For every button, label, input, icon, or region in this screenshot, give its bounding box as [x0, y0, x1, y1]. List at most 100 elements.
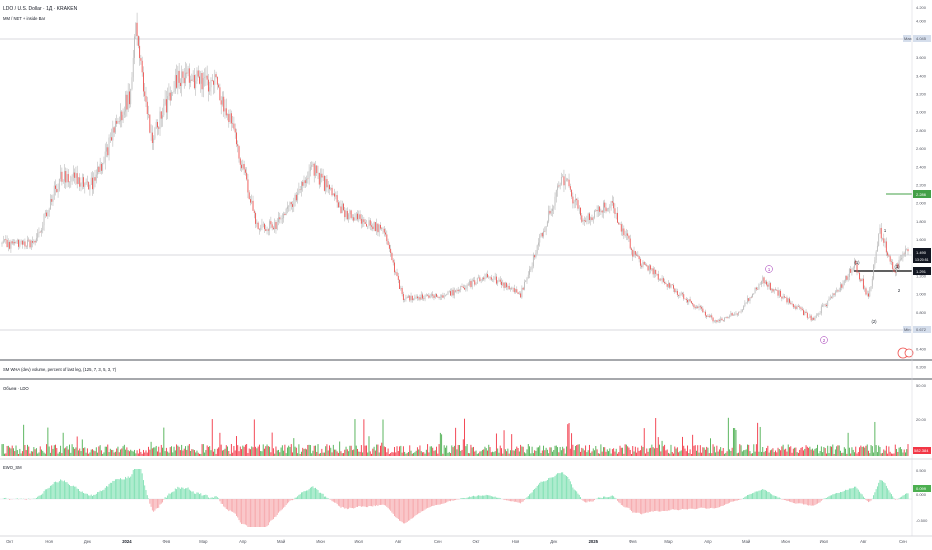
oscillator-bar: [186, 488, 188, 499]
volume-bar: [220, 444, 222, 456]
volume-bar: [876, 452, 878, 456]
oscillator-bar: [406, 499, 408, 523]
candle-body: [746, 298, 748, 303]
candle-body: [580, 207, 581, 216]
oscillator-bar: [402, 499, 404, 524]
candle-body: [847, 277, 849, 280]
volume-bar: [645, 453, 646, 456]
candle-body: [461, 286, 463, 287]
volume-bar: [776, 452, 778, 456]
time-axis[interactable]: Окт Ноя Дек 2024 Фев Мар Апр Май Июн Июл Авг Сен Окт…: [6, 539, 907, 544]
oscillator-bar: [559, 473, 561, 499]
volume-bar: [548, 453, 550, 456]
tradingview-logo-icon[interactable]: [897, 347, 914, 359]
max-value: 4.045: [916, 36, 927, 41]
candle-body: [422, 294, 423, 299]
volume-bar: [391, 451, 393, 456]
oscillator-bar: [631, 499, 632, 512]
candle-body: [130, 89, 132, 105]
oscillator-bar: [479, 495, 481, 499]
oscillator-bar: [787, 499, 789, 501]
volume-bar: [271, 432, 273, 456]
oscillator-bar: [678, 499, 680, 511]
oscillator-bar: [538, 484, 539, 499]
oscillator-bar: [721, 499, 723, 507]
oscillator-bar: [41, 494, 42, 499]
oscillator-bar: [52, 484, 54, 499]
volume-bar: [69, 444, 70, 456]
oscillator-bar: [790, 499, 792, 503]
candle-body: [318, 172, 320, 185]
oscillator-bar: [710, 499, 711, 509]
volume-bar: [512, 450, 514, 456]
oscillator-bar: [419, 499, 421, 513]
volume-bar: [806, 446, 808, 456]
volume-bar: [540, 453, 542, 456]
oscillator-bar: [325, 496, 327, 499]
oscillator-bar: [196, 492, 198, 499]
candle-body: [740, 311, 742, 313]
volume-bar: [176, 444, 178, 456]
candle-body: [90, 177, 92, 185]
oscillator-bar: [441, 499, 443, 504]
candle-body: [852, 267, 854, 271]
volume-bar: [749, 451, 751, 456]
volume-bar: [252, 447, 254, 456]
oscillator-bar: [629, 499, 631, 510]
candle-body: [125, 94, 127, 112]
candle-body: [373, 222, 375, 230]
volume-bar: [418, 449, 420, 456]
oscillator-bar: [699, 499, 701, 508]
candle-body: [545, 226, 547, 232]
candle-body: [154, 128, 156, 139]
oscillator-bar: [444, 499, 446, 503]
volume-bar: [466, 444, 468, 456]
candle-body: [410, 295, 412, 301]
candle-body: [67, 174, 69, 183]
candle-body: [611, 201, 613, 203]
candle-body: [220, 100, 222, 105]
candle-body: [159, 111, 161, 129]
volume-bar: [137, 453, 139, 456]
candle-body: [856, 263, 858, 273]
candle-body: [526, 278, 528, 281]
volume-bar: [10, 448, 12, 456]
candle-body: [566, 179, 567, 181]
volume-bar: [187, 445, 189, 456]
volume-bar: [582, 448, 584, 456]
volume-bar: [58, 451, 60, 456]
oscillator-bar: [614, 497, 616, 499]
oscillator-bar: [195, 493, 197, 499]
oscillator-bar: [154, 499, 156, 511]
axis-top-value: 4.200: [916, 5, 927, 10]
volume-bar: [302, 447, 304, 456]
candle-body: [35, 238, 37, 243]
oscillator-bar: [173, 491, 175, 499]
volume-bar: [109, 448, 111, 456]
volume-bar: [702, 447, 704, 456]
volume-bar: [558, 452, 560, 456]
oscillator-bar: [339, 499, 341, 507]
oscillator-bar: [759, 490, 761, 499]
candle-body: [391, 253, 393, 261]
volume-bar: [637, 447, 639, 456]
volume-bar: [591, 451, 593, 456]
volume-bar: [444, 447, 446, 456]
oscillator-bar: [592, 499, 594, 502]
volume-bar: [5, 453, 7, 456]
oscillator-bar: [679, 499, 681, 510]
volume-bar: [845, 448, 847, 456]
oscillator-bar: [442, 499, 444, 504]
oscillator-bar: [351, 499, 353, 509]
volume-bar: [75, 447, 77, 456]
volume-bar: [870, 445, 872, 456]
candle-body: [42, 225, 44, 231]
candle-body: [298, 189, 300, 194]
volume-bar: [78, 450, 79, 456]
oscillator-bar: [846, 489, 848, 499]
oscillator-bar: [834, 493, 836, 499]
volume-bar: [228, 451, 230, 456]
candle-body: [360, 218, 362, 224]
oscillator-bar: [522, 499, 524, 502]
